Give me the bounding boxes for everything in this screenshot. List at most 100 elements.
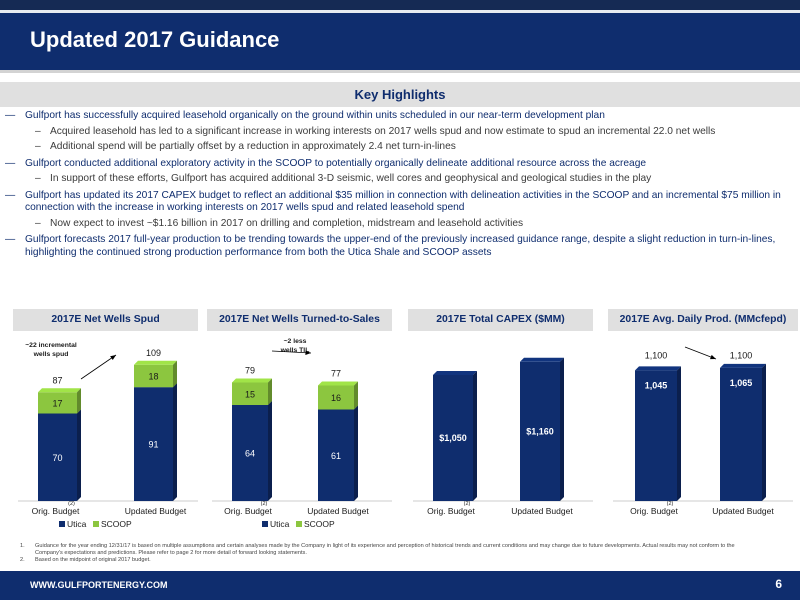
bar-value-1-side	[762, 363, 766, 501]
bar-value-1-side	[560, 357, 564, 501]
chart-title-total-capex: 2017E Total CAPEX ($MM)	[408, 309, 593, 331]
bar-scoop-1	[134, 364, 173, 388]
title-bar: Updated 2017 Guidance	[0, 13, 800, 70]
footnote: 2. Based on the midpoint of original 2017…	[20, 557, 740, 564]
footnote-number: 1.	[20, 543, 25, 549]
x-tick-label: Orig. Budget	[32, 506, 80, 516]
x-tick-superscript: (2)	[261, 501, 268, 507]
bar-utica-0-side	[77, 409, 81, 501]
bar-value-label: 1,065	[730, 378, 753, 388]
bar-value-label: $1,050	[439, 433, 467, 443]
bar-scoop-1-side	[173, 360, 177, 388]
chart-title-net-wells-tts: 2017E Net Wells Turned-to-Sales	[207, 309, 392, 331]
highlight-subtext: Additional spend will be partially offse…	[50, 141, 456, 152]
bar-utica-1	[318, 409, 354, 501]
bar-value-label: 1,045	[645, 380, 668, 390]
bar-value-1	[520, 361, 560, 501]
bar-utica-1-side	[173, 383, 177, 501]
chart-annotation: wells TIL	[280, 347, 310, 354]
x-tick-label: Updated Budget	[307, 506, 369, 516]
annotation-arrow	[271, 350, 312, 354]
top-stripe-accent	[0, 10, 800, 13]
highlight-item: — Gulfport forecasts 2017 full-year produ…	[5, 234, 776, 258]
x-tick-superscript: (2)	[464, 501, 471, 507]
chart-title-net-wells-spud: 2017E Net Wells Spud	[13, 309, 198, 331]
highlight-text: Gulfport has successfully acquired lease…	[25, 110, 605, 121]
x-tick-label: Orig. Budget	[224, 506, 272, 516]
bar-total-label: 77	[331, 369, 341, 379]
highlight-item: — Gulfport conducted additional explorato…	[5, 157, 647, 169]
bar-value-label: 64	[245, 449, 255, 459]
bar-scoop-0-top	[38, 388, 81, 393]
bar-scoop-0	[38, 392, 77, 414]
highlight-subtext: Acquired leasehold has led to a signific…	[50, 125, 716, 137]
bar-value-0-top	[433, 371, 477, 375]
highlight-item: — Gulfport has updated its 2017 CAPEX bud…	[5, 189, 781, 214]
x-tick-label: Updated Budget	[125, 506, 187, 516]
x-tick-label: Updated Budget	[511, 506, 573, 516]
key-highlights-header: Key Highlights	[0, 82, 800, 107]
bar-value-label: 15	[245, 389, 255, 399]
top-stripe	[0, 0, 800, 10]
bar-scoop-1-top	[134, 360, 177, 365]
legend-swatch-utica	[262, 521, 268, 527]
bar-total-label: 87	[52, 375, 62, 385]
chart-annotation: ~2 less	[284, 338, 307, 345]
legend-label-scoop: SCOOP	[304, 519, 335, 529]
annotation-arrow-head	[110, 355, 116, 361]
legend-swatch-utica	[59, 521, 65, 527]
bar-value-1	[720, 367, 762, 501]
highlight-text: Gulfport conducted additional explorator…	[25, 157, 647, 169]
legend-label-utica: Utica	[67, 519, 87, 529]
x-tick-superscript: (2)	[667, 501, 674, 507]
footer-url-link[interactable]: WWW.GULFPORTENERGY.COM	[30, 580, 168, 590]
highlight-item: — Gulfport has successfully acquired leas…	[5, 110, 605, 121]
bar-scoop-0-side	[77, 388, 81, 414]
footnote-text: Guidance for the year ending 12/31/17 is…	[35, 543, 735, 556]
bar-value-label: $1,160	[526, 426, 554, 436]
title-underline	[0, 70, 800, 73]
x-tick-label: Orig. Budget	[630, 506, 678, 516]
legend-label-utica: Utica	[270, 519, 290, 529]
footnote-text: Based on the midpoint of original 2017 b…	[35, 557, 151, 563]
bar-utica-1	[134, 387, 173, 501]
bar-scoop-0	[232, 382, 268, 405]
bar-value-1-top	[720, 363, 766, 368]
key-highlights-title: Key Highlights	[354, 87, 446, 102]
key-highlights-list: — Gulfport has successfully acquired leas…	[0, 110, 800, 259]
bar-utica-0-side	[268, 401, 272, 501]
bar-scoop-1-top	[318, 381, 358, 386]
bar-value-label: 18	[148, 372, 158, 382]
bar-value-label: 70	[52, 453, 62, 463]
bar-total-label: 109	[146, 348, 161, 358]
bar-value-label: 61	[331, 451, 341, 461]
chart-annotation: ~22 incremental	[25, 342, 77, 349]
range-top-label: 1,100	[645, 351, 668, 361]
bar-utica-0	[38, 413, 77, 501]
annotation-arrow-head	[305, 350, 311, 356]
range-arrow	[684, 346, 717, 360]
footnote-number: 2.	[20, 557, 25, 563]
legend-swatch-scoop	[93, 521, 99, 527]
footnotes: 1. Guidance for the year ending 12/31/17 …	[20, 543, 740, 564]
legend-label-scoop: SCOOP	[101, 519, 132, 529]
bar-scoop-0-top	[232, 378, 272, 383]
bar-value-0-top	[635, 366, 681, 371]
bar-value-0	[635, 370, 677, 501]
highlight-subitem: – Acquired leasehold has led to a signifi…	[35, 125, 716, 137]
bar-value-label: 16	[331, 393, 341, 403]
page-title: Updated 2017 Guidance	[30, 27, 280, 52]
x-tick-label: Updated Budget	[712, 506, 774, 516]
legend-swatch-scoop	[296, 521, 302, 527]
highlight-subitem: – Now expect to invest ~$1.16 billion in …	[35, 217, 524, 229]
x-tick-superscript: (2)	[68, 501, 75, 507]
bar-utica-0	[232, 405, 268, 501]
page-number: 6	[775, 577, 782, 591]
bar-total-label: 79	[245, 366, 255, 376]
footnote: 1. Guidance for the year ending 12/31/17 …	[20, 543, 740, 557]
range-arrow-head	[710, 354, 716, 360]
bar-scoop-1-side	[354, 381, 358, 410]
range-top-label: 1,100	[730, 351, 753, 361]
bar-scoop-0-side	[268, 378, 272, 405]
